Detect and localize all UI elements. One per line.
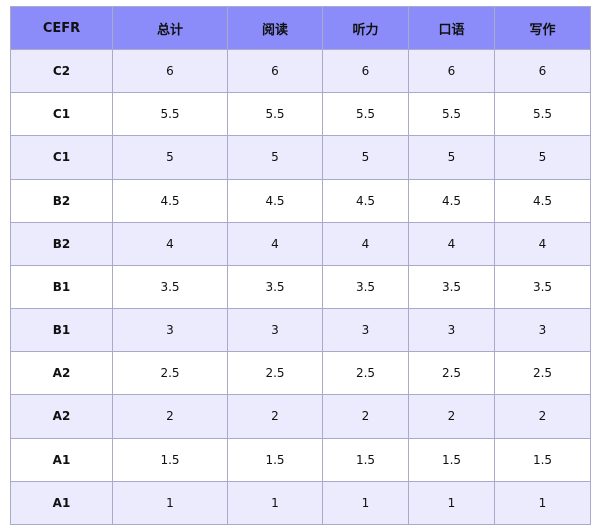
reading-score-cell: 5	[227, 135, 323, 180]
total-score-cell: 6	[112, 48, 228, 94]
table-body: C2 6 6 6 6 6 C1 5.5 5.5 5.5 5.5 5.5 C1 5 5 5 5 5 B2 4.5 4.5 4…	[10, 48, 591, 526]
writing-score-cell: 1	[494, 480, 591, 526]
speaking-score-cell: 1	[408, 480, 495, 526]
header-cefr: CEFR	[10, 6, 113, 50]
listening-score-cell: 2	[322, 394, 409, 439]
listening-score-cell: 6	[322, 48, 409, 94]
reading-score-cell: 1	[227, 480, 323, 526]
writing-score-cell: 2.5	[494, 351, 591, 396]
total-score-cell: 2	[112, 394, 228, 439]
total-score-cell: 3	[112, 308, 228, 353]
writing-score-cell: 3.5	[494, 264, 591, 310]
cefr-level-cell: B2	[10, 178, 113, 223]
table-row: B1 3.5 3.5 3.5 3.5 3.5	[10, 264, 591, 310]
table-row: B1 3 3 3 3 3	[10, 308, 591, 353]
reading-score-cell: 4	[227, 221, 323, 266]
cefr-level-cell: A1	[10, 480, 113, 526]
reading-score-cell: 2	[227, 394, 323, 439]
cefr-level-cell: C1	[10, 92, 113, 137]
table-row: C1 5 5 5 5 5	[10, 135, 591, 180]
listening-score-cell: 2.5	[322, 351, 409, 396]
speaking-score-cell: 1.5	[408, 437, 495, 482]
header-row: CEFR 总计 阅读 听力 口语 写作	[10, 6, 591, 50]
table-row: B2 4 4 4 4 4	[10, 221, 591, 266]
speaking-score-cell: 3	[408, 308, 495, 353]
header-writing: 写作	[494, 6, 591, 50]
cefr-level-cell: A1	[10, 437, 113, 482]
cefr-level-cell: C1	[10, 135, 113, 180]
writing-score-cell: 5.5	[494, 92, 591, 137]
reading-score-cell: 3.5	[227, 264, 323, 310]
cefr-level-cell: B1	[10, 264, 113, 310]
total-score-cell: 4	[112, 221, 228, 266]
table-row: A2 2 2 2 2 2	[10, 394, 591, 439]
writing-score-cell: 1.5	[494, 437, 591, 482]
header-speaking: 口语	[408, 6, 495, 50]
speaking-score-cell: 2	[408, 394, 495, 439]
cefr-score-table: CEFR 总计 阅读 听力 口语 写作 C2 6 6 6 6 6 C1 5.5 5.5 5.5 5.…	[10, 6, 591, 526]
table-row: A1 1.5 1.5 1.5 1.5 1.5	[10, 437, 591, 482]
table-row: C1 5.5 5.5 5.5 5.5 5.5	[10, 92, 591, 137]
speaking-score-cell: 3.5	[408, 264, 495, 310]
reading-score-cell: 5.5	[227, 92, 323, 137]
reading-score-cell: 4.5	[227, 178, 323, 223]
writing-score-cell: 3	[494, 308, 591, 353]
total-score-cell: 5	[112, 135, 228, 180]
listening-score-cell: 1	[322, 480, 409, 526]
header-total: 总计	[112, 6, 228, 50]
listening-score-cell: 4.5	[322, 178, 409, 223]
table-header: CEFR 总计 阅读 听力 口语 写作	[10, 6, 591, 50]
header-reading: 阅读	[227, 6, 323, 50]
total-score-cell: 1	[112, 480, 228, 526]
speaking-score-cell: 2.5	[408, 351, 495, 396]
cefr-level-cell: A2	[10, 351, 113, 396]
cefr-level-cell: B1	[10, 308, 113, 353]
cefr-level-cell: C2	[10, 48, 113, 94]
writing-score-cell: 4	[494, 221, 591, 266]
listening-score-cell: 3.5	[322, 264, 409, 310]
listening-score-cell: 5	[322, 135, 409, 180]
cefr-level-cell: A2	[10, 394, 113, 439]
speaking-score-cell: 5	[408, 135, 495, 180]
table-row: C2 6 6 6 6 6	[10, 48, 591, 94]
listening-score-cell: 1.5	[322, 437, 409, 482]
speaking-score-cell: 6	[408, 48, 495, 94]
total-score-cell: 5.5	[112, 92, 228, 137]
table-row: B2 4.5 4.5 4.5 4.5 4.5	[10, 178, 591, 223]
reading-score-cell: 3	[227, 308, 323, 353]
listening-score-cell: 4	[322, 221, 409, 266]
reading-score-cell: 6	[227, 48, 323, 94]
reading-score-cell: 2.5	[227, 351, 323, 396]
total-score-cell: 1.5	[112, 437, 228, 482]
listening-score-cell: 5.5	[322, 92, 409, 137]
speaking-score-cell: 4	[408, 221, 495, 266]
writing-score-cell: 4.5	[494, 178, 591, 223]
listening-score-cell: 3	[322, 308, 409, 353]
total-score-cell: 2.5	[112, 351, 228, 396]
writing-score-cell: 6	[494, 48, 591, 94]
total-score-cell: 4.5	[112, 178, 228, 223]
table-row: A2 2.5 2.5 2.5 2.5 2.5	[10, 351, 591, 396]
writing-score-cell: 2	[494, 394, 591, 439]
speaking-score-cell: 5.5	[408, 92, 495, 137]
reading-score-cell: 1.5	[227, 437, 323, 482]
total-score-cell: 3.5	[112, 264, 228, 310]
speaking-score-cell: 4.5	[408, 178, 495, 223]
cefr-level-cell: B2	[10, 221, 113, 266]
table-row: A1 1 1 1 1 1	[10, 480, 591, 526]
writing-score-cell: 5	[494, 135, 591, 180]
header-listening: 听力	[322, 6, 409, 50]
